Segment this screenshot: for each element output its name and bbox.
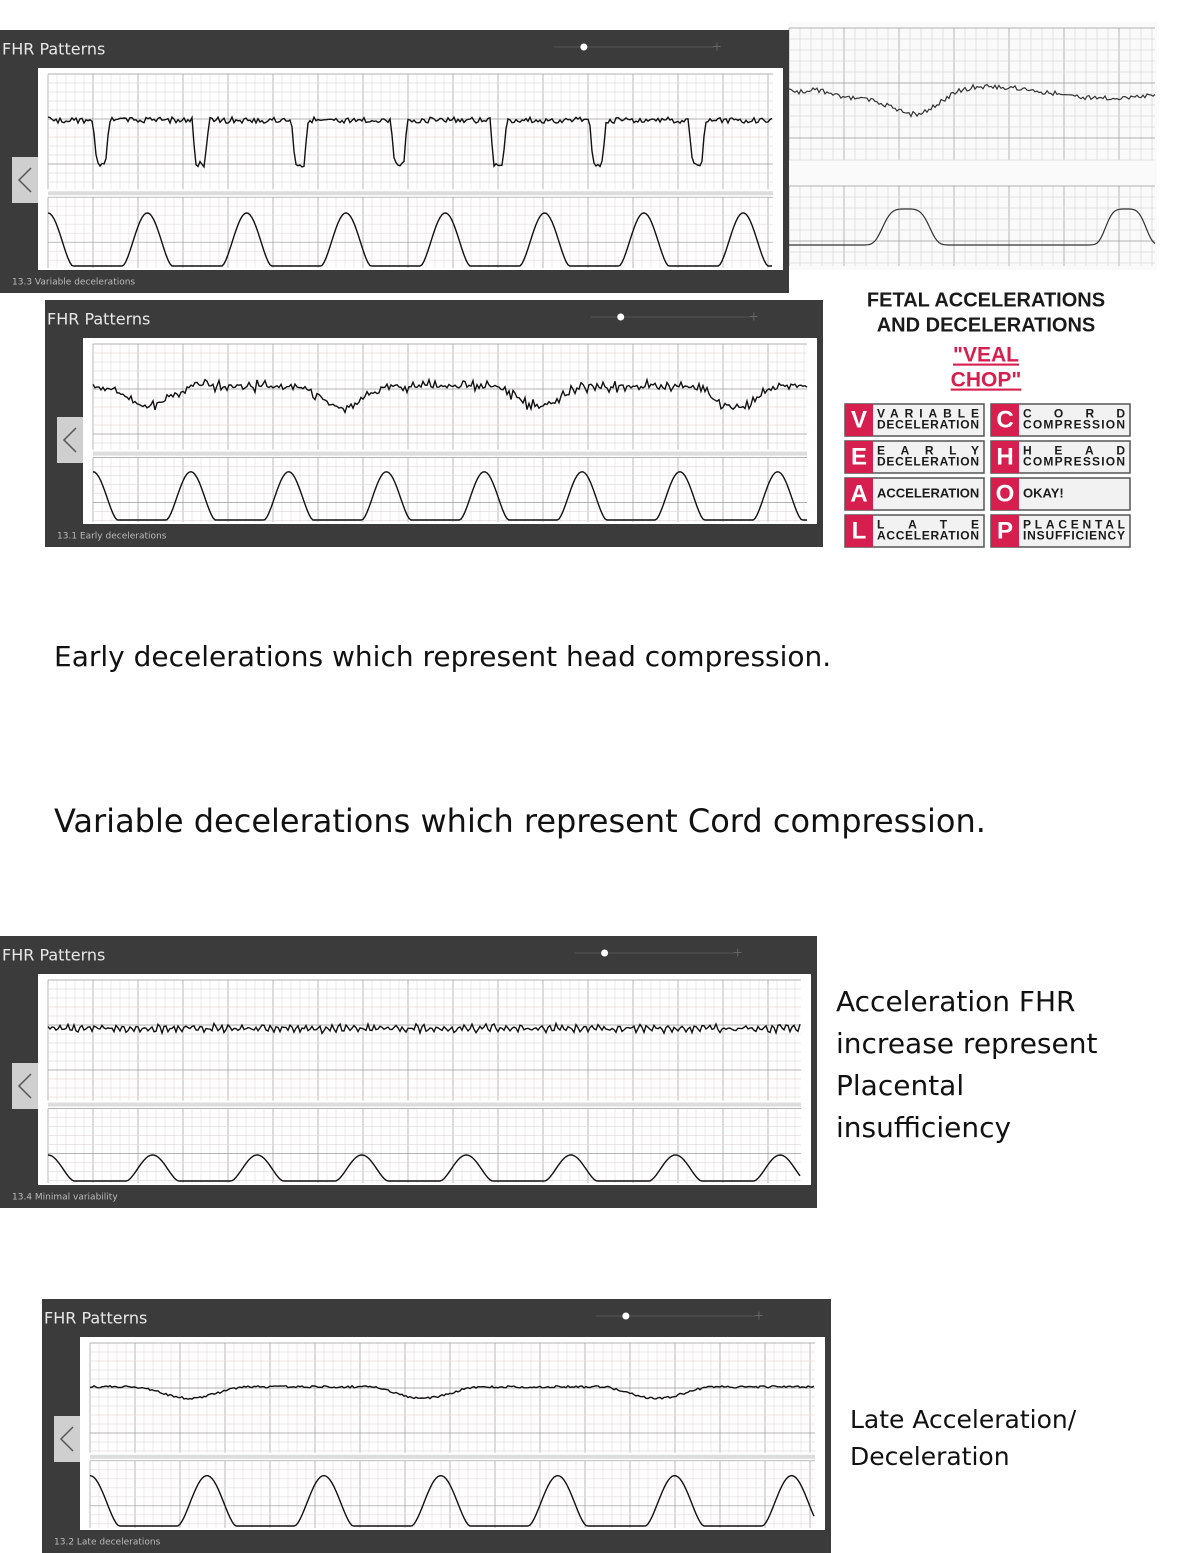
note-text: Placental: [836, 1069, 964, 1102]
nav-button[interactable]: [12, 157, 38, 203]
chart-area: [80, 1337, 825, 1530]
info-title: AND DECELERATIONS: [877, 314, 1096, 336]
letter: V: [851, 406, 867, 433]
panel-title: FHR Patterns: [44, 1309, 147, 1328]
letter-box: [991, 478, 1019, 510]
fhr-trace: [92, 377, 808, 415]
chart-area: [38, 68, 783, 270]
letter: C: [996, 406, 1013, 433]
label-line: DECELERATION: [877, 418, 979, 432]
letter-box: [991, 441, 1019, 473]
ecg-contraction: [789, 208, 1156, 246]
zoom-handle: [622, 1312, 630, 1320]
letter: A: [850, 480, 867, 507]
letter: P: [997, 517, 1013, 544]
panel-title: FHR Patterns: [47, 310, 150, 329]
fhr-trace: [47, 114, 773, 169]
info-mnemonic: CHOP": [951, 369, 1022, 392]
chart-area: [83, 338, 817, 524]
label-line: INSUFFICIENCY: [1023, 529, 1125, 543]
panels: FHR Patterns +13.3 Variable decelerations…: [0, 30, 831, 1553]
note-text: Early decelerations which represent head…: [54, 640, 831, 673]
note-text: Variable decelerations which represent C…: [54, 802, 986, 840]
panel-caption: 13.3 Variable decelerations: [12, 278, 135, 288]
label-line: PLACENTAL: [1023, 518, 1125, 532]
zoom-plus: +: [749, 310, 759, 324]
nav-button[interactable]: [57, 417, 83, 463]
note-text: Late Acceleration/: [850, 1405, 1077, 1434]
label-line: OKAY!: [1023, 485, 1064, 500]
chart-area: [38, 974, 811, 1185]
contraction-trace: [92, 470, 807, 521]
fhr-trace: [89, 1384, 815, 1400]
contraction-trace: [89, 1474, 815, 1527]
nav-arrow: [59, 1426, 74, 1452]
fhr-panel: FHR Patterns +13.3 Variable decelerations: [0, 30, 789, 293]
letter-box: [845, 404, 873, 436]
zoom-plus: +: [733, 946, 743, 960]
nav-button[interactable]: [12, 1063, 38, 1109]
note-text: Acceleration FHR: [836, 985, 1076, 1018]
band: [48, 1102, 801, 1107]
note-text: Deceleration: [850, 1442, 1010, 1471]
contraction-trace: [47, 212, 772, 267]
label-line: COMPRESSION: [1023, 418, 1125, 432]
ecg-image: [788, 22, 1157, 270]
notes: Early decelerations which represent head…: [54, 640, 1097, 1471]
zoom-handle: [601, 949, 609, 957]
letter-box: [845, 478, 873, 510]
letter: E: [851, 443, 867, 470]
label-line: DECELERATION: [877, 455, 979, 469]
info-title: FETAL ACCELERATIONS: [867, 289, 1105, 311]
zoom-handle: [617, 313, 625, 321]
infographic: FETAL ACCELERATIONS AND DECELERATIONS "VEA…: [840, 285, 1136, 561]
panel-caption: 13.2 Late decelerations: [54, 1538, 161, 1548]
letter: L: [852, 517, 867, 544]
label-line: ACCELERATION: [877, 529, 979, 543]
letter: H: [996, 443, 1013, 470]
ecg-trace: [788, 83, 1156, 118]
nav-arrow: [17, 167, 32, 193]
zoom-plus: +: [712, 40, 722, 54]
fhr-panel: FHR Patterns +13.1 Early decelerations: [45, 300, 823, 547]
fhr-panel: FHR Patterns +13.4 Minimal variability: [0, 936, 817, 1208]
nav-button[interactable]: [54, 1416, 80, 1462]
fhr-panel: FHR Patterns +13.2 Late decelerations: [42, 1299, 831, 1553]
band: [90, 1454, 815, 1459]
ecg-bg: [789, 22, 1157, 270]
panel-caption: 13.1 Early decelerations: [57, 532, 167, 542]
nav-arrow: [17, 1073, 32, 1099]
letter: O: [996, 480, 1015, 507]
label-line: COMPRESSION: [1023, 455, 1125, 469]
letter-box: [845, 441, 873, 473]
panel-title: FHR Patterns: [2, 946, 105, 965]
info-mnemonic: "VEAL: [953, 344, 1019, 367]
panel-title: FHR Patterns: [2, 40, 105, 59]
letter-box: [991, 404, 1019, 436]
band: [93, 451, 807, 456]
fhr-trace: [47, 1021, 801, 1036]
zoom-handle: [580, 43, 588, 51]
letter-box: [991, 515, 1019, 547]
note-text: insufficiency: [836, 1111, 1011, 1144]
note-text: increase represent: [836, 1027, 1097, 1060]
label-line: ACCELERATION: [877, 485, 979, 500]
nav-arrow: [62, 427, 77, 453]
zoom-plus: +: [754, 1309, 764, 1323]
label-line: EARLY: [877, 444, 979, 458]
band: [48, 191, 773, 196]
panel-caption: 13.4 Minimal variability: [12, 1193, 118, 1203]
letter-box: [845, 515, 873, 547]
contraction-trace: [47, 1154, 801, 1182]
